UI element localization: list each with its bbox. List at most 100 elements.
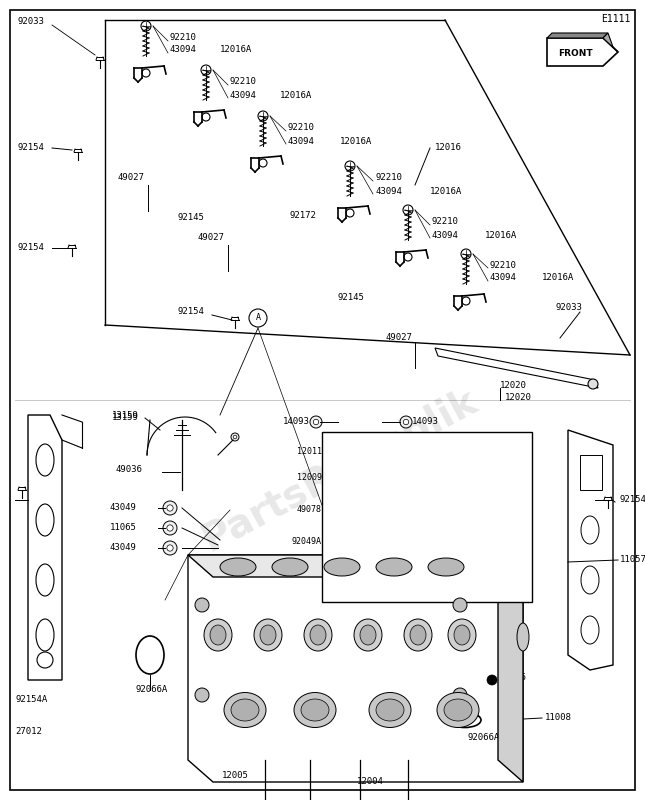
Text: FRONT: FRONT [558, 49, 592, 58]
Ellipse shape [376, 558, 412, 576]
Text: 92154A: 92154A [15, 695, 47, 705]
Polygon shape [188, 555, 523, 577]
Text: 92066A: 92066A [135, 686, 167, 694]
Text: A: A [255, 314, 261, 322]
Text: 92210: 92210 [288, 123, 315, 133]
Ellipse shape [360, 625, 376, 645]
Polygon shape [28, 415, 62, 680]
Bar [455, 562, 465, 582]
Text: 12009: 12009 [474, 474, 499, 482]
Text: 92210: 92210 [432, 218, 459, 226]
Circle shape [453, 598, 467, 612]
Ellipse shape [581, 461, 599, 489]
Text: 27012: 27012 [15, 727, 42, 737]
Ellipse shape [452, 471, 468, 485]
Ellipse shape [260, 625, 276, 645]
Text: 92033: 92033 [555, 303, 582, 313]
Text: 92145: 92145 [338, 294, 365, 302]
Text: 14093: 14093 [412, 418, 439, 426]
Text: 12011: 12011 [297, 447, 322, 457]
Polygon shape [547, 38, 618, 66]
Circle shape [403, 205, 413, 215]
Circle shape [167, 545, 173, 551]
Text: 92066: 92066 [500, 674, 527, 682]
Circle shape [233, 435, 237, 438]
Ellipse shape [581, 516, 599, 544]
Circle shape [366, 538, 374, 546]
Text: 11057: 11057 [620, 555, 645, 565]
Text: 12016A: 12016A [220, 46, 252, 54]
Text: 43094: 43094 [170, 46, 197, 54]
Text: 92154A: 92154A [620, 495, 645, 505]
Ellipse shape [448, 619, 476, 651]
Text: 49078: 49078 [297, 506, 322, 514]
Text: PartsRepublik: PartsRepublik [196, 382, 484, 558]
Bar [322, 432, 532, 602]
Text: 14093: 14093 [283, 418, 310, 426]
Circle shape [588, 379, 598, 389]
Text: 92066A: 92066A [468, 734, 501, 742]
Text: 92210: 92210 [230, 78, 257, 86]
Ellipse shape [220, 558, 256, 576]
Circle shape [163, 521, 177, 535]
Text: 49027: 49027 [198, 234, 225, 242]
Circle shape [461, 249, 471, 259]
Polygon shape [498, 555, 523, 782]
Text: 43049: 43049 [110, 503, 137, 513]
Text: 49002: 49002 [297, 567, 322, 577]
Text: 43094: 43094 [432, 230, 459, 239]
Circle shape [231, 433, 239, 441]
Circle shape [313, 419, 319, 425]
Text: 92210: 92210 [170, 34, 197, 42]
Text: 92049A: 92049A [292, 538, 322, 546]
Ellipse shape [454, 625, 470, 645]
Ellipse shape [204, 619, 232, 651]
Circle shape [487, 675, 497, 685]
Text: 12020: 12020 [500, 381, 527, 390]
Text: 92049: 92049 [474, 538, 499, 546]
Circle shape [456, 538, 464, 546]
Text: 12016A: 12016A [485, 230, 517, 239]
Ellipse shape [581, 566, 599, 594]
Text: 43094: 43094 [490, 274, 517, 282]
Polygon shape [435, 348, 598, 388]
Text: E1111: E1111 [600, 14, 630, 24]
Ellipse shape [301, 699, 329, 721]
Text: 49078: 49078 [474, 506, 499, 514]
Text: 43094: 43094 [288, 137, 315, 146]
Circle shape [453, 535, 467, 549]
Bar [365, 562, 375, 582]
Ellipse shape [36, 619, 54, 651]
Polygon shape [603, 33, 618, 52]
Ellipse shape [254, 619, 282, 651]
Ellipse shape [365, 559, 375, 565]
Ellipse shape [404, 619, 432, 651]
Text: 43094: 43094 [230, 90, 257, 99]
Text: 12005: 12005 [222, 770, 248, 779]
Ellipse shape [410, 625, 426, 645]
Text: 12011: 12011 [474, 447, 499, 457]
Text: 11065: 11065 [110, 523, 137, 533]
Text: 92210: 92210 [490, 261, 517, 270]
Text: 12016A: 12016A [542, 274, 574, 282]
Ellipse shape [231, 699, 259, 721]
Circle shape [400, 416, 412, 428]
Bar [580, 455, 602, 490]
Circle shape [310, 416, 322, 428]
Text: 43049: 43049 [110, 543, 137, 553]
Circle shape [195, 598, 209, 612]
Text: 13159: 13159 [112, 410, 139, 419]
Ellipse shape [36, 444, 54, 476]
Text: 13159: 13159 [112, 414, 139, 422]
Ellipse shape [310, 625, 326, 645]
Text: 12004: 12004 [357, 778, 383, 786]
Text: 49002: 49002 [474, 567, 499, 577]
Ellipse shape [455, 579, 465, 585]
Circle shape [141, 21, 151, 31]
Ellipse shape [354, 619, 382, 651]
Circle shape [195, 688, 209, 702]
Text: 12016A: 12016A [340, 137, 372, 146]
Ellipse shape [437, 693, 479, 727]
Polygon shape [188, 555, 523, 782]
Circle shape [167, 525, 173, 531]
